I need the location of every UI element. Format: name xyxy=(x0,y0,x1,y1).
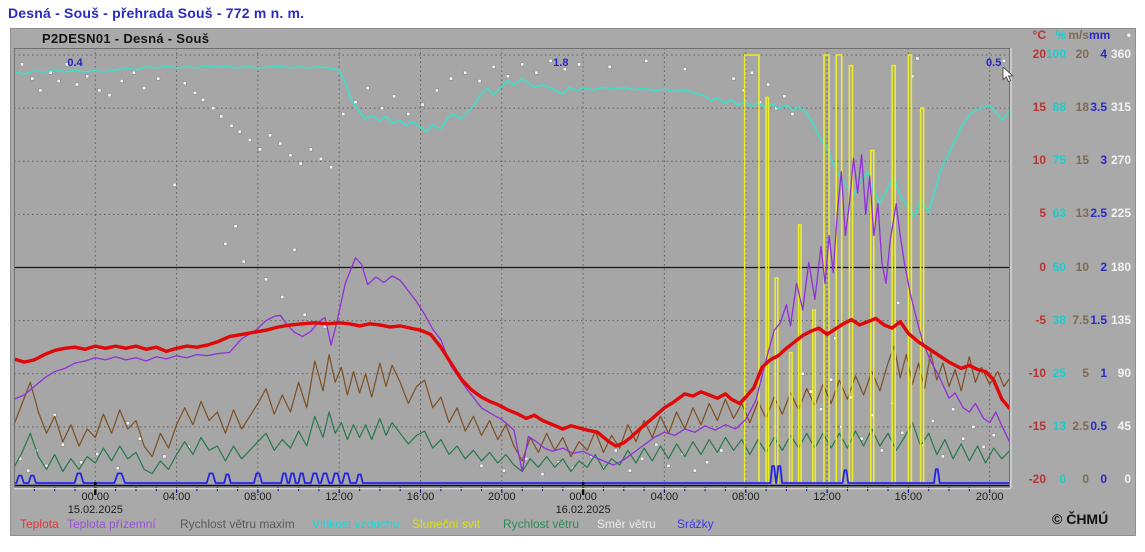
axis-tick-row-value: 20 xyxy=(1032,47,1046,61)
axis-tick-row-value: 20 xyxy=(1075,47,1089,61)
axis-tick-row-value: 1 xyxy=(1100,365,1107,380)
axis-tick-row-value: 7.5 xyxy=(1072,312,1089,327)
axis-tick-row-value: 0 xyxy=(1059,472,1066,486)
axis-tick-row-value: 45 xyxy=(1117,418,1131,433)
time-tick-label: 04:00 xyxy=(650,491,679,503)
axis-tick-row-value: 63 xyxy=(1052,206,1066,221)
legend-item-7: Směr větru xyxy=(597,517,656,531)
time-tick-label: 08:00 xyxy=(244,491,272,503)
axis-tick-row-value: -20 xyxy=(1028,472,1046,486)
time-tick-label: 12:00 xyxy=(325,491,353,503)
mouse-cursor-icon xyxy=(1002,67,1014,83)
axis-tick-row-value: 13 xyxy=(1075,206,1089,221)
legend-item-3: Rychlost větru maxim xyxy=(180,517,295,531)
axis-tick-row-value: 50 xyxy=(1052,259,1066,274)
time-tick-label: 12:00 xyxy=(813,491,841,503)
legend-item-2: Teplota přízemní xyxy=(67,517,156,531)
axis-tick-row-value: 0 xyxy=(1082,472,1089,486)
daily-precip-total: 0.5 xyxy=(986,56,1002,69)
legend-item-8: Srážky xyxy=(677,517,714,531)
legend-item-5: Sluneční svit xyxy=(412,517,481,531)
axis-tick-row: 5 63 13 2.5 225 xyxy=(1016,207,1131,220)
axis-tick-row-value: 0 xyxy=(1124,472,1131,486)
axis-tick-row-value: 2.5 xyxy=(1090,206,1107,221)
axis-unit-header-value: mm xyxy=(1089,28,1111,42)
axis-tick-row-value: 0 xyxy=(1039,259,1046,274)
time-tick-label: 16:00 xyxy=(894,491,923,503)
axis-tick-row-value: 2.5 xyxy=(1072,418,1089,433)
axis-unit-header-value: °C xyxy=(1032,28,1046,42)
axis-tick-row-value: 88 xyxy=(1052,100,1066,115)
axis-unit-header-value: • xyxy=(1126,28,1131,42)
page-title: Desná - Souš - přehrada Souš - 772 m n. … xyxy=(8,5,305,21)
legend-item-1: Teplota xyxy=(20,517,59,531)
axis-tick-row-value: 360 xyxy=(1110,47,1131,61)
legend-item-6: Rychlost větru xyxy=(503,517,580,531)
date-label: 15.02.2025 xyxy=(67,504,123,516)
axis-tick-row-value: 180 xyxy=(1110,259,1131,274)
axis-tick-row-value: -10 xyxy=(1028,365,1046,380)
axis-tick-row-value: 90 xyxy=(1117,365,1131,380)
axis-tick-row-value: 18 xyxy=(1075,100,1089,115)
axis-tick-row-value: 100 xyxy=(1046,47,1067,61)
axis-unit-header: °C% m/s mm • xyxy=(1016,29,1131,42)
time-tick-label: 08:00 xyxy=(732,491,760,503)
axis-tick-row: -20 0 0 0 0 xyxy=(1016,473,1131,486)
plot-area xyxy=(13,48,1012,503)
axis-tick-row-value: 5 xyxy=(1082,365,1089,380)
axis-tick-row: 0 50 10 2 180 xyxy=(1016,259,1131,274)
axis-tick-row-value: 15 xyxy=(1075,153,1089,168)
axis-tick-row: 10 75 15 3 270 xyxy=(1016,154,1131,167)
time-tick-label: 16:00 xyxy=(406,491,435,503)
axis-tick-row-value: 270 xyxy=(1110,153,1131,168)
time-tick-label: 20:00 xyxy=(488,491,516,503)
axis-tick-row-value: 0 xyxy=(1100,472,1107,486)
axis-tick-row: -15 13 2.5 0.5 45 xyxy=(1016,418,1131,433)
axis-tick-row-value: 25 xyxy=(1052,365,1066,380)
axis-tick-row: -5 38 7.5 1.5 135 xyxy=(1016,312,1131,327)
axis-unit-header-value: % xyxy=(1055,28,1066,42)
axis-unit-header-value: m/s xyxy=(1068,28,1089,42)
time-tick-label: 00:00 xyxy=(81,491,110,503)
axis-tick-row-value: 3.5 xyxy=(1090,100,1107,115)
axis-tick-row-value: 38 xyxy=(1052,312,1066,327)
chart-title: P2DESN01 - Desná - Souš xyxy=(42,31,210,46)
axis-tick-row: -10 25 5 1 90 xyxy=(1016,365,1131,380)
axis-tick-row-value: 1.5 xyxy=(1090,312,1107,327)
copyright-label: © ČHMÚ xyxy=(1052,511,1109,527)
axis-tick-row-value: 3 xyxy=(1100,153,1107,168)
axis-tick-row-value: 75 xyxy=(1052,153,1066,168)
daily-precip-total: 1.8 xyxy=(553,56,569,69)
axis-tick-row-value: 2 xyxy=(1100,259,1107,274)
axis-tick-row-value: 15 xyxy=(1032,100,1046,115)
axis-tick-row-value: -15 xyxy=(1028,418,1046,433)
axis-tick-row: 20 100 20 4 360 xyxy=(1016,48,1131,61)
axis-tick-row-value: 10 xyxy=(1075,259,1089,274)
axis-tick-row-value: 225 xyxy=(1110,206,1131,221)
time-tick-label: 00:00 xyxy=(569,491,597,503)
daily-precip-total: 0.4 xyxy=(67,56,83,69)
axis-tick-row-value: 13 xyxy=(1052,418,1066,433)
legend-item-4: Vlhkost vzduchu xyxy=(312,517,400,531)
axis-tick-row-value: 315 xyxy=(1110,100,1131,115)
axis-tick-row-value: 4 xyxy=(1100,47,1107,61)
axis-tick-row-value: 5 xyxy=(1039,206,1046,221)
time-tick-label: 04:00 xyxy=(162,491,191,503)
time-tick-label: 20:00 xyxy=(975,491,1004,503)
date-label: 16.02.2025 xyxy=(555,504,611,516)
axis-tick-row-value: 0.5 xyxy=(1090,418,1107,433)
axis-tick-row-value: 135 xyxy=(1110,312,1131,327)
axis-tick-row-value: -5 xyxy=(1035,312,1046,327)
axis-tick-row: 15 88 18 3.5 315 xyxy=(1016,101,1131,114)
axis-tick-row-value: 10 xyxy=(1032,153,1046,168)
